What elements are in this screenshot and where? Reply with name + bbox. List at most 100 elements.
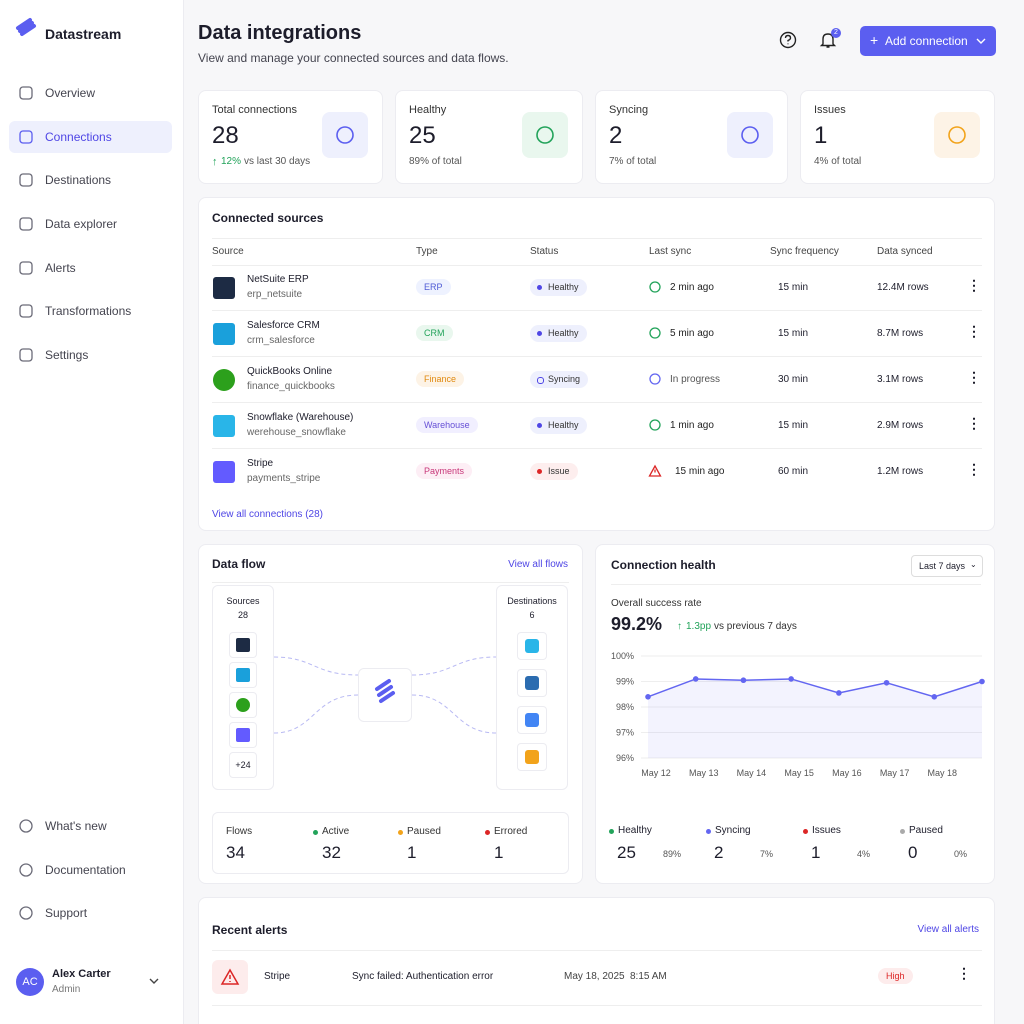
icon-shape bbox=[19, 819, 33, 833]
row-menu[interactable]: ⋮ bbox=[967, 461, 981, 477]
icon-shape bbox=[649, 281, 661, 293]
status-dot bbox=[537, 423, 542, 428]
range-dropdown[interactable]: Last 7 days ⌄ bbox=[911, 555, 983, 577]
nav-item[interactable]: Destinations bbox=[45, 172, 112, 187]
stat-icon bbox=[727, 112, 773, 158]
logo-shape bbox=[236, 668, 250, 682]
brand: Datastream bbox=[45, 25, 122, 42]
flow-line bbox=[273, 694, 359, 734]
y-tick-label: 100% bbox=[611, 651, 634, 661]
stat-note: 4% of total bbox=[814, 156, 862, 167]
flow-stat-value: 32 bbox=[322, 843, 341, 862]
legend-dot bbox=[900, 829, 905, 834]
icon-shape bbox=[819, 33, 837, 48]
legend-share: 0% bbox=[954, 849, 968, 859]
flow-stat-label: Paused bbox=[407, 826, 441, 837]
metric-note: vs previous 7 days bbox=[714, 621, 797, 632]
source-id: payments_stripe bbox=[247, 473, 321, 484]
status-text: Healthy bbox=[548, 282, 579, 292]
status-badge: Healthy bbox=[530, 417, 587, 434]
divider bbox=[212, 582, 569, 583]
legend-dot bbox=[609, 829, 614, 834]
status-text: Healthy bbox=[548, 420, 579, 430]
column-header: Status bbox=[530, 246, 559, 257]
source-id: crm_salesforce bbox=[247, 335, 315, 346]
icon bbox=[948, 126, 966, 144]
last-sync: 1 min ago bbox=[670, 420, 714, 431]
alert-row: Stripe Sync failed: Authentication error M… bbox=[199, 953, 994, 1006]
alert-date: May 18, 2025 bbox=[564, 971, 625, 982]
row-menu[interactable]: ⋮ bbox=[967, 277, 981, 293]
icon bbox=[336, 126, 354, 144]
divider bbox=[212, 265, 982, 266]
divider bbox=[611, 584, 981, 585]
nav-item[interactable]: Settings bbox=[45, 347, 89, 362]
metric-label: Overall success rate bbox=[611, 598, 702, 609]
logo-shape bbox=[213, 369, 235, 391]
last-sync: 15 min ago bbox=[675, 466, 725, 477]
view-all-connections[interactable]: View all connections (28) bbox=[212, 509, 323, 520]
column-header: Type bbox=[416, 246, 438, 257]
nav-item[interactable]: Data explorer bbox=[45, 216, 118, 231]
nav-item[interactable]: Connections bbox=[45, 129, 112, 144]
add-connection-button[interactable]: + Add connection bbox=[860, 26, 996, 56]
y-tick-label: 96% bbox=[616, 753, 634, 763]
footer-nav-item[interactable]: What's new bbox=[45, 818, 107, 833]
source-name: Salesforce CRM bbox=[247, 320, 320, 331]
page-subtitle: View and manage your connected sources a… bbox=[198, 50, 509, 65]
line-chart: 96% 97% 98% 99% 100% May 12 May 13 May 14 May 15… bbox=[611, 651, 985, 778]
logo-shape bbox=[213, 323, 235, 345]
data-synced: 2.9M rows bbox=[877, 420, 924, 431]
x-tick-label: May 13 bbox=[689, 768, 719, 778]
row-menu[interactable]: ⋮ bbox=[967, 369, 981, 385]
stat-card: Syncing 2 7% of total bbox=[595, 90, 788, 184]
nav-item[interactable]: Transformations bbox=[45, 303, 132, 318]
divider bbox=[212, 356, 982, 357]
data-synced: 12.4M rows bbox=[877, 282, 929, 293]
nav-active-bg bbox=[9, 121, 172, 153]
chevron bbox=[976, 38, 986, 44]
nav-item[interactable]: Overview bbox=[45, 85, 96, 100]
view-all-flows[interactable]: View all flows bbox=[508, 559, 568, 570]
icon-shape bbox=[536, 126, 554, 144]
user-role: Admin bbox=[52, 984, 81, 995]
row-menu[interactable]: ⋮ bbox=[967, 415, 981, 431]
stat-change: 12% bbox=[221, 156, 242, 167]
logo bbox=[375, 679, 395, 703]
sync-icon bbox=[649, 373, 661, 385]
icon-shape bbox=[648, 464, 662, 477]
severity-badge: High bbox=[878, 968, 913, 984]
icon-shape bbox=[19, 906, 33, 920]
footer-nav-item[interactable]: Support bbox=[45, 905, 88, 920]
change-arrow: ↑ bbox=[677, 621, 682, 632]
icon bbox=[741, 126, 759, 144]
stat-label: Healthy bbox=[409, 104, 447, 116]
nav-icon bbox=[19, 906, 33, 920]
divider bbox=[212, 1005, 982, 1006]
logo-shape bbox=[525, 676, 539, 690]
stat-note: vs last 30 days bbox=[244, 156, 311, 167]
destinations-panel: Destinations 6 bbox=[496, 585, 568, 790]
type-badge: ERP bbox=[416, 279, 451, 295]
flow-stat-label: Errored bbox=[494, 826, 528, 837]
view-all-alerts[interactable]: View all alerts bbox=[917, 924, 979, 935]
card-title: Connection health bbox=[611, 558, 716, 572]
source-logo bbox=[213, 369, 235, 391]
logo-stroke bbox=[18, 21, 34, 33]
sync-frequency: 60 min bbox=[778, 466, 809, 477]
footer-nav-item[interactable]: Documentation bbox=[45, 862, 126, 877]
row-menu[interactable]: ⋮ bbox=[957, 965, 971, 981]
point bbox=[836, 690, 842, 696]
legend-share: 4% bbox=[857, 849, 871, 859]
x-tick-label: May 14 bbox=[737, 768, 767, 778]
sync-icon bbox=[648, 464, 662, 477]
logo-shape bbox=[525, 713, 539, 727]
destination-icon bbox=[517, 669, 547, 697]
flow-stat-value: 34 bbox=[226, 843, 245, 862]
nav-item[interactable]: Alerts bbox=[45, 260, 76, 275]
alert-source: Stripe bbox=[264, 971, 291, 982]
row-menu[interactable]: ⋮ bbox=[967, 323, 981, 339]
stat-value: 28 bbox=[212, 122, 239, 149]
logo bbox=[236, 728, 250, 742]
logo-shape bbox=[236, 728, 250, 742]
